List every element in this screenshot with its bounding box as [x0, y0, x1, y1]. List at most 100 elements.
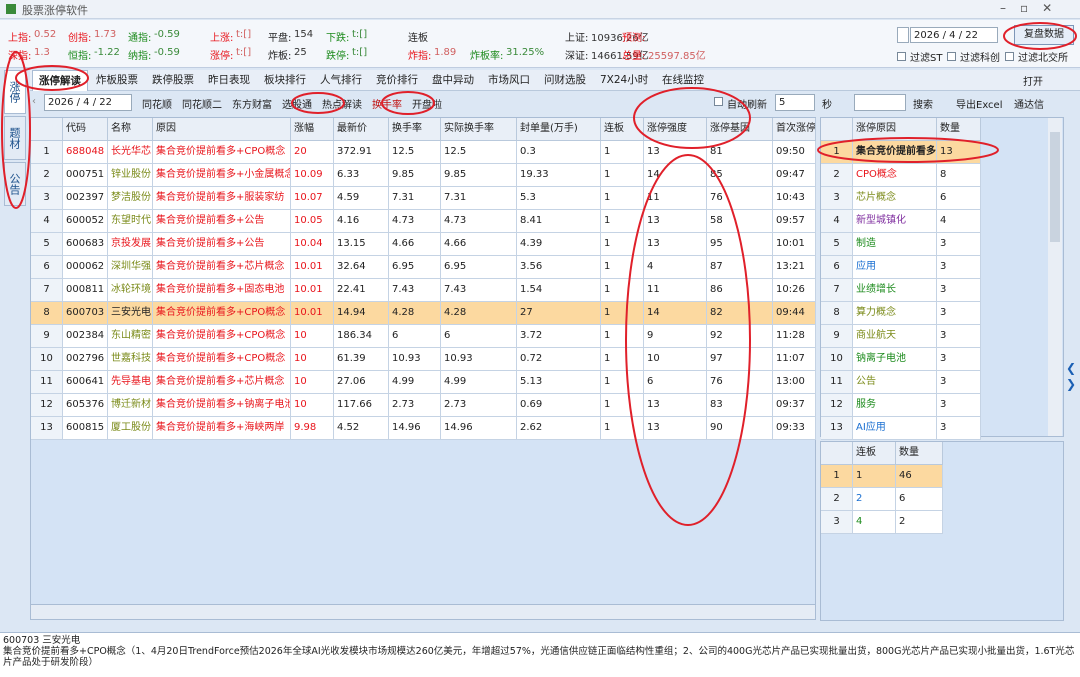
table-cell: 3.72	[517, 325, 601, 348]
filter-checkbox[interactable]	[1005, 52, 1014, 61]
table-row[interactable]: 4 新型城镇化 4	[821, 210, 981, 233]
table-row[interactable]: 11 公告 3	[821, 371, 981, 394]
side-arrows[interactable]: ❮ ❯	[1066, 361, 1077, 391]
tab[interactable]: 炸板股票	[96, 74, 138, 86]
export-button[interactable]: 导出Excel	[956, 100, 1003, 111]
table-row[interactable]: 3 芯片概念 6	[821, 187, 981, 210]
date-prev[interactable]	[897, 27, 909, 43]
table-cell: 集合竞价提前看多+公告	[153, 210, 291, 233]
table-cell: 1	[601, 394, 644, 417]
table-row[interactable]: 12 服务 3	[821, 394, 981, 417]
tab[interactable]: 竞价排行	[376, 74, 418, 86]
stat-value: 14661.59亿	[591, 51, 649, 62]
table-cell: 11:07	[773, 348, 816, 371]
side-tab[interactable]: 涨停	[4, 70, 26, 114]
table-row[interactable]: 13 600815 厦工股份 集合竞价提前看多+海峡两岸 9.98 4.52 14.96 14…	[31, 417, 816, 440]
source-link[interactable]: 换手率	[372, 100, 402, 111]
table-cell: 4.73	[441, 210, 517, 233]
interval-unit: 秒	[822, 100, 832, 111]
table-cell: 集合竞价提前看多+CPO概念	[153, 141, 291, 164]
table-cell: 4	[644, 256, 707, 279]
table-cell: 76	[707, 371, 773, 394]
table-row[interactable]: 11 600641 先导基电 集合竞价提前看多+芯片概念 10 27.06 4.99 4.99…	[31, 371, 816, 394]
table-row[interactable]: 1 集合竞价提前看多 13	[821, 141, 981, 164]
toolbar-date[interactable]: 2026 / 4 / 22	[44, 94, 132, 111]
table-row[interactable]: 2 CPO概念 8	[821, 164, 981, 187]
tab[interactable]: 市场风口	[488, 74, 530, 86]
filter-checkbox[interactable]	[947, 52, 956, 61]
tab[interactable]: 7X24小时	[600, 74, 649, 86]
h-scrollbar[interactable]	[30, 604, 816, 620]
row-number: 3	[31, 187, 63, 210]
v-scrollbar[interactable]	[1048, 118, 1062, 436]
tab[interactable]: 涨停解读	[32, 70, 88, 91]
row-number: 11	[31, 371, 63, 394]
window-controls[interactable]: –▫✕	[1000, 1, 1067, 15]
search-input[interactable]	[854, 94, 906, 111]
source-link[interactable]: 同花顺	[142, 100, 172, 111]
source-link[interactable]: 同花顺二	[182, 100, 222, 111]
table-cell: 90	[707, 417, 773, 440]
column-header: 涨停强度	[644, 118, 707, 141]
table-cell: 600703	[63, 302, 108, 325]
search-button[interactable]: 搜索	[913, 100, 933, 111]
date-prev[interactable]: ‹	[32, 96, 36, 107]
table-row[interactable]: 8 600703 三安光电 集合竞价提前看多+CPO概念 10.01 14.94 4.28 4…	[31, 302, 816, 325]
table-row[interactable]: 3 002397 梦洁股份 集合竞价提前看多+服装家纺 10.07 4.59 7.31 7.3…	[31, 187, 816, 210]
source-link[interactable]: 热点解读	[322, 100, 362, 111]
auto-refresh-checkbox[interactable]	[714, 97, 723, 106]
table-cell: 2.73	[389, 394, 441, 417]
open-menu[interactable]: 打开	[1023, 77, 1043, 88]
table-row[interactable]: 10 钠离子电池 3	[821, 348, 981, 371]
table-row[interactable]: 5 制造 3	[821, 233, 981, 256]
side-tab[interactable]: 题材	[4, 116, 26, 160]
auto-refresh-label[interactable]: 自动刷新	[727, 100, 767, 111]
side-tabs: 涨停 题材 公告	[4, 70, 28, 210]
table-cell: 27.06	[334, 371, 389, 394]
table-row[interactable]: 8 算力概念 3	[821, 302, 981, 325]
table-row[interactable]: 10 002796 世嘉科技 集合竞价提前看多+CPO概念 10 61.39 10.93 10…	[31, 348, 816, 371]
source-link[interactable]: 开盘啦	[412, 100, 442, 111]
table-row[interactable]: 7 业绩增长 3	[821, 279, 981, 302]
tab[interactable]: 盘中异动	[432, 74, 474, 86]
table-cell: 2.73	[441, 394, 517, 417]
header-corner	[31, 118, 63, 141]
tdx-button[interactable]: 通达信	[1014, 100, 1044, 111]
app-icon	[6, 4, 16, 14]
replay-button[interactable]: 复盘数据	[1014, 25, 1074, 45]
table-row[interactable]: 9 002384 东山精密 集合竞价提前看多+CPO概念 10 186.34 6 6 3.72 1…	[31, 325, 816, 348]
table-row[interactable]: 1 1 46	[821, 465, 943, 488]
table-row[interactable]: 6 000062 深圳华强 集合竞价提前看多+芯片概念 10.01 32.64 6.95 6.…	[31, 256, 816, 279]
table-row[interactable]: 2 000751 锌业股份 集合竞价提前看多+小金属概念 10.09 6.33 9.85 9.…	[31, 164, 816, 187]
table-row[interactable]: 12 605376 博迁新材 集合竞价提前看多+钠离子电池 10 117.66 2.73 2.…	[31, 394, 816, 417]
side-tab[interactable]: 公告	[4, 162, 26, 206]
table-row[interactable]: 4 600052 东望时代 集合竞价提前看多+公告 10.05 4.16 4.73 4.73 8…	[31, 210, 816, 233]
table-row[interactable]: 9 商业航天 3	[821, 325, 981, 348]
table-cell: 7.31	[389, 187, 441, 210]
row-number: 12	[31, 394, 63, 417]
filter-checkbox[interactable]	[897, 52, 906, 61]
tab[interactable]: 跌停股票	[152, 74, 194, 86]
row-number: 9	[821, 325, 853, 348]
table-row[interactable]: 1 688048 长光华芯 集合竞价提前看多+CPO概念 20 372.91 12.5 12.…	[31, 141, 816, 164]
tab[interactable]: 在线监控	[662, 74, 704, 86]
interval-select[interactable]: 5	[775, 94, 815, 111]
table-cell: 46	[896, 465, 943, 488]
table-cell: 27	[517, 302, 601, 325]
source-link[interactable]: 选股通	[282, 100, 312, 111]
tab[interactable]: 板块排行	[264, 74, 306, 86]
table-row[interactable]: 7 000811 冰轮环境 集合竞价提前看多+固态电池 10.01 22.41 7.43 7.…	[31, 279, 816, 302]
table-cell: 83	[707, 394, 773, 417]
header-corner	[821, 442, 853, 465]
tab[interactable]: 问财选股	[544, 74, 586, 86]
table-row[interactable]: 5 600683 京投发展 集合竞价提前看多+公告 10.04 13.15 4.66 4.66…	[31, 233, 816, 256]
source-link[interactable]: 东方财富	[232, 100, 272, 111]
tab[interactable]: 人气排行	[320, 74, 362, 86]
table-row[interactable]: 13 AI应用 3	[821, 417, 981, 440]
table-row[interactable]: 6 应用 3	[821, 256, 981, 279]
date-picker[interactable]: 2026 / 4 / 22	[910, 27, 998, 43]
tab[interactable]: 昨日表现	[208, 74, 250, 86]
row-number: 6	[31, 256, 63, 279]
